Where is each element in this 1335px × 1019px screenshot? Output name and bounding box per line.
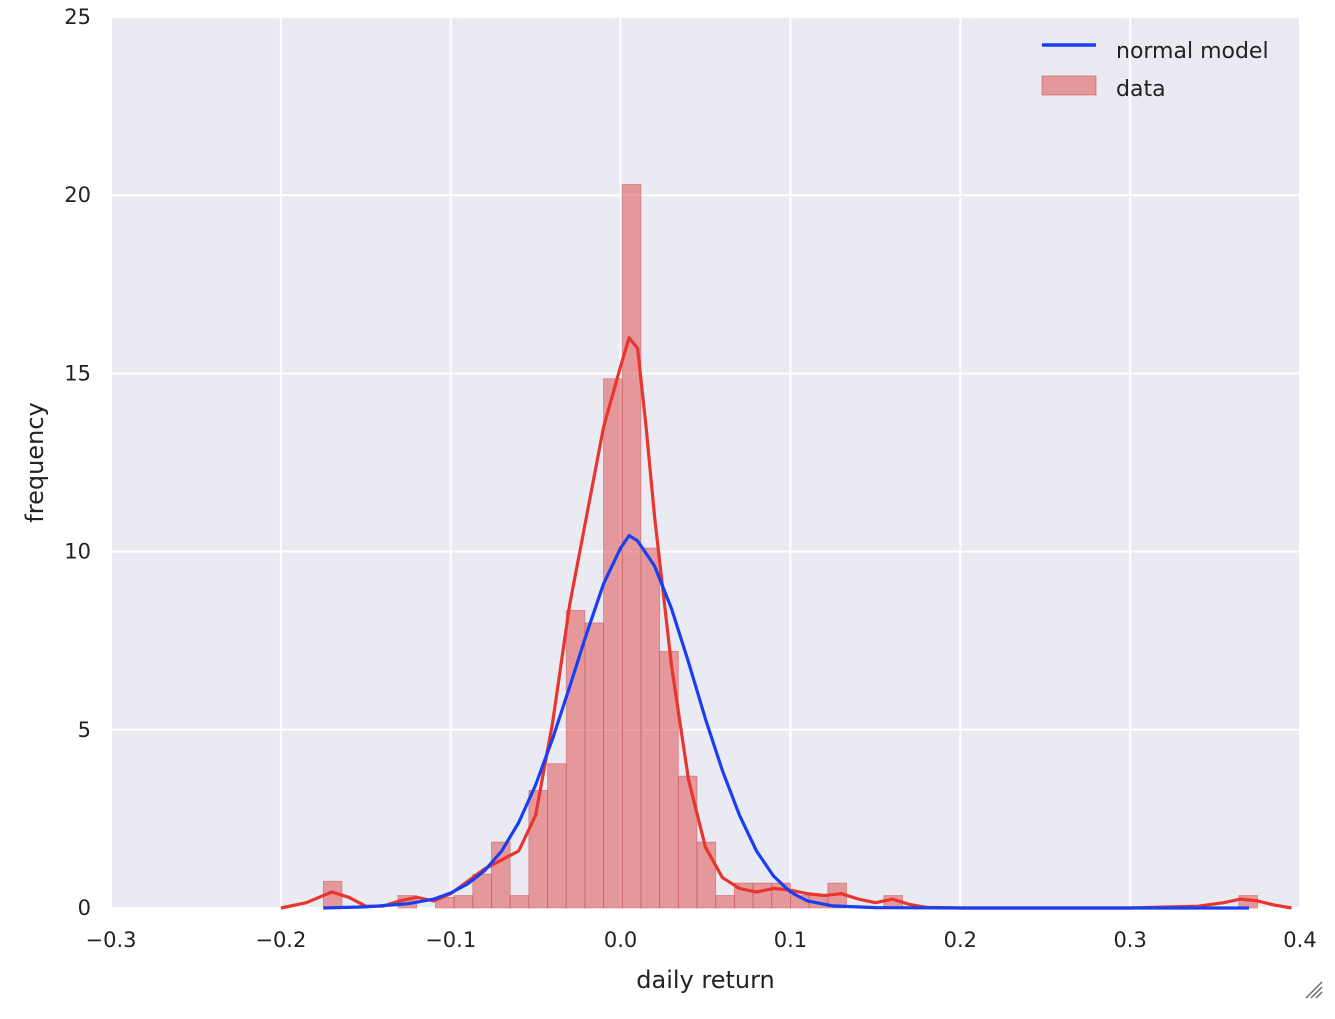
y-axis-ticks: 0 5 10 15 20 25 <box>64 5 91 920</box>
histogram-bar <box>752 882 773 909</box>
normal-model-line <box>323 534 1249 910</box>
resize-handle-icon[interactable] <box>1303 979 1323 999</box>
histogram-bar <box>509 895 530 909</box>
legend-label-data: data <box>1116 77 1166 102</box>
histogram-bar <box>547 763 567 909</box>
histogram-bar <box>453 895 474 909</box>
y-axis-label: frequency <box>21 402 49 522</box>
histogram-bars <box>322 184 1258 909</box>
y-tick-label: 5 <box>78 718 91 742</box>
legend-swatch-data <box>1041 75 1097 96</box>
plot-area <box>111 17 1300 908</box>
gridlines <box>110 16 1301 909</box>
x-tick-label: −0.1 <box>425 928 476 952</box>
x-tick-label: 0.1 <box>774 928 807 952</box>
x-tick-label: 0.0 <box>604 928 637 952</box>
y-tick-label: 0 <box>78 896 91 920</box>
x-tick-label: 0.2 <box>944 928 977 952</box>
x-tick-label: −0.2 <box>255 928 306 952</box>
histogram-bar <box>771 882 791 909</box>
x-axis-label: daily return <box>636 966 775 994</box>
legend-label-normal-model: normal model <box>1116 39 1269 64</box>
density-lines <box>280 336 1292 910</box>
histogram-bar <box>621 184 642 909</box>
x-axis-ticks: −0.3 −0.2 −0.1 0.0 0.1 0.2 0.3 0.4 <box>86 928 1317 952</box>
histogram-bar <box>603 378 623 909</box>
y-tick-label: 10 <box>64 540 91 564</box>
histogram-bar <box>715 895 735 909</box>
histogram-bar <box>584 622 604 909</box>
y-tick-label: 15 <box>64 361 91 385</box>
x-tick-label: 0.3 <box>1113 928 1146 952</box>
y-tick-label: 20 <box>64 183 91 207</box>
y-tick-label: 25 <box>64 5 91 29</box>
histogram-bar <box>640 547 661 909</box>
x-tick-label: −0.3 <box>86 928 137 952</box>
legend: normal model data <box>1041 39 1269 102</box>
x-tick-label: 0.4 <box>1283 928 1316 952</box>
histogram-bar <box>565 610 586 909</box>
